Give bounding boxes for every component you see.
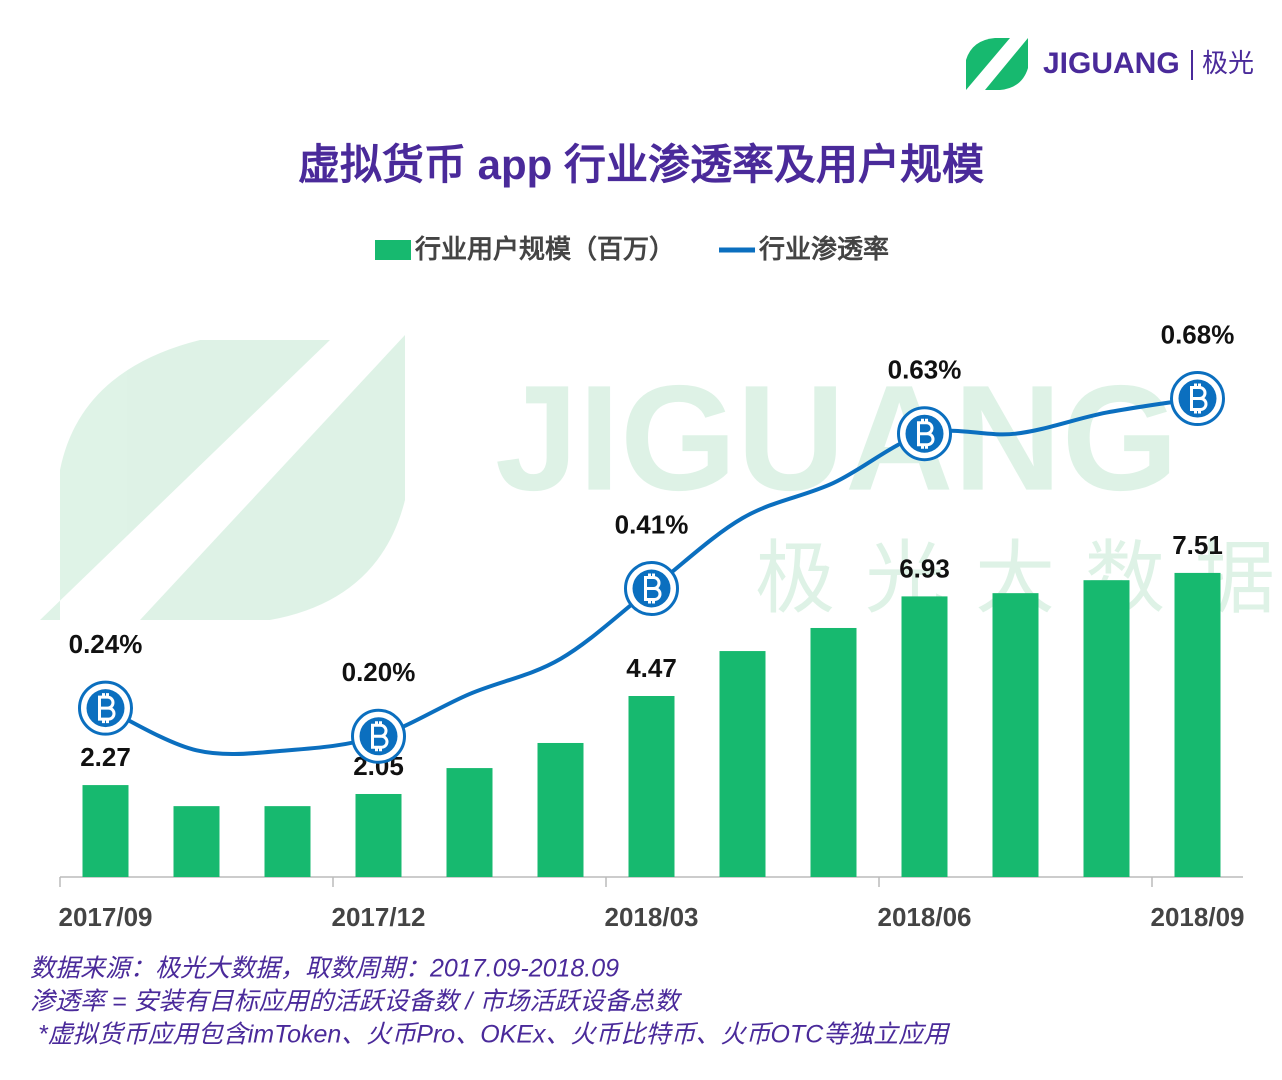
marker-symbol bbox=[917, 418, 935, 449]
x-tick-label: 2018/09 bbox=[1151, 902, 1245, 932]
legend-label: 行业渗透率 bbox=[758, 234, 889, 264]
marker-symbol bbox=[1190, 383, 1208, 414]
bar bbox=[901, 596, 948, 877]
bar bbox=[446, 768, 493, 877]
logo-brand: JIGUANG bbox=[1043, 47, 1180, 80]
marker bbox=[78, 680, 133, 736]
bar bbox=[173, 806, 220, 877]
bar bbox=[719, 651, 766, 877]
bar bbox=[1174, 572, 1221, 877]
marker bbox=[1170, 371, 1225, 427]
data-label: 7.51 bbox=[1172, 530, 1223, 560]
note: 渗透率 = 安装有目标应用的活跃设备数 / 市场活跃设备总数 bbox=[30, 988, 682, 1016]
bar bbox=[1083, 580, 1130, 877]
marker-symbol bbox=[371, 721, 389, 752]
x-tick-label: 2017/09 bbox=[59, 902, 153, 932]
bar bbox=[810, 627, 857, 877]
logo: JIGUANG 极光 bbox=[966, 38, 1254, 90]
bar bbox=[264, 806, 311, 877]
marker bbox=[351, 708, 406, 764]
data-label: 2.27 bbox=[80, 742, 131, 772]
note: *虚拟货币应用包含imToken、火币Pro、OKEx、火币比特币、火币OTC等… bbox=[38, 1021, 950, 1049]
marker bbox=[897, 406, 952, 462]
data-label: 0.68% bbox=[1161, 319, 1235, 349]
bar bbox=[355, 793, 402, 877]
bar bbox=[992, 593, 1039, 877]
watermark: JIGUANG 极光大数据 bbox=[40, 335, 1275, 623]
watermark-logo bbox=[140, 335, 405, 620]
chart-title: 虚拟货币 app 行业渗透率及用户规模 bbox=[298, 141, 984, 188]
legend-label: 行业用户规模（百万） bbox=[414, 234, 675, 264]
watermark-brand: JIGUANG bbox=[495, 354, 1178, 522]
logo-mark bbox=[985, 38, 1028, 90]
data-label: 0.24% bbox=[69, 629, 143, 659]
data-label: 4.47 bbox=[626, 653, 677, 683]
data-label: 6.93 bbox=[899, 553, 950, 583]
marker bbox=[624, 561, 679, 616]
marker-symbol bbox=[98, 693, 116, 724]
bar bbox=[628, 696, 675, 877]
legend-swatch bbox=[375, 240, 411, 260]
x-tick-label: 2017/12 bbox=[332, 902, 426, 932]
bar bbox=[82, 785, 129, 877]
logo-name: 极光 bbox=[1202, 48, 1254, 78]
marker-symbol bbox=[644, 573, 662, 604]
data-label: 0.20% bbox=[342, 657, 416, 687]
data-label: 0.63% bbox=[888, 355, 962, 385]
data-label: 0.41% bbox=[615, 509, 689, 539]
note: 数据来源：极光大数据，取数周期：2017.09-2018.09 bbox=[30, 955, 619, 983]
x-tick-label: 2018/06 bbox=[878, 902, 972, 932]
x-tick-label: 2018/03 bbox=[605, 902, 699, 932]
bar bbox=[537, 742, 584, 877]
logo-mark bbox=[966, 38, 1010, 90]
watermark-logo bbox=[40, 340, 330, 620]
